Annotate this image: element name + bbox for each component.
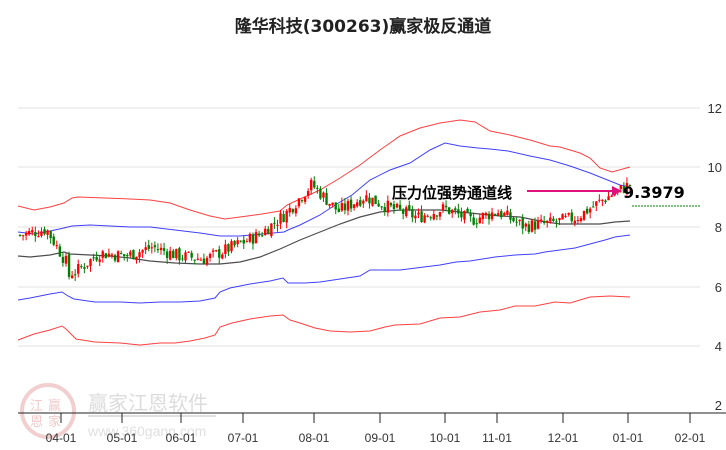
watermark-seal-icon [20,383,76,439]
x-tick-05-01: 05-01 [107,431,138,445]
x-tick-10-01: 10-01 [430,431,461,445]
x-tick-12-01: 12-01 [548,431,579,445]
lower-inner-band [17,234,631,304]
seal-char-3: 恩 [30,415,43,430]
chart-title: 隆华科技(300263)赢家极反通道 [234,17,492,37]
y-axis: 12 10 8 6 4 2 [708,101,722,413]
x-tick-06-01: 06-01 [166,431,197,445]
seal-char-4: 家 [48,414,61,430]
x-tick-02-01: 02-01 [675,431,706,445]
pressure-annotation: 压力位强势通道线 9.3979 [392,183,685,202]
y-tick-4: 4 [715,339,722,354]
y-tick-6: 6 [715,280,722,295]
seal-char-1: 江 [30,399,43,414]
y-tick-10: 10 [708,160,722,175]
x-tick-11-01: 11-01 [482,431,512,445]
watermark-brand: 赢家江恩软件 [88,391,208,415]
x-tick-04-01: 04-01 [46,431,77,445]
x-axis: 04-01 05-01 06-01 07-01 08-01 09-01 10-0… [18,412,726,445]
arrow-head-icon [612,186,622,196]
x-tick-09-01: 09-01 [365,431,396,445]
x-tick-08-01: 08-01 [299,431,330,445]
candlesticks [18,176,632,282]
lower-outer-band [17,295,631,346]
annotation-label: 压力位强势通道线 [392,184,512,202]
y-tick-12: 12 [708,101,722,116]
watermark-url: www.360gann.com [87,423,206,439]
watermark: 江 赢 恩 家 赢家江恩软件 www.360gann.com [20,383,216,439]
seal-char-2: 赢 [48,398,61,414]
y-tick-2: 2 [715,398,722,413]
y-tick-8: 8 [715,220,722,235]
upper-outer-band [17,119,631,220]
annotation-value: 9.3979 [623,183,685,202]
x-tick-01-01: 01-01 [613,431,644,445]
x-tick-07-01: 07-01 [228,431,259,445]
